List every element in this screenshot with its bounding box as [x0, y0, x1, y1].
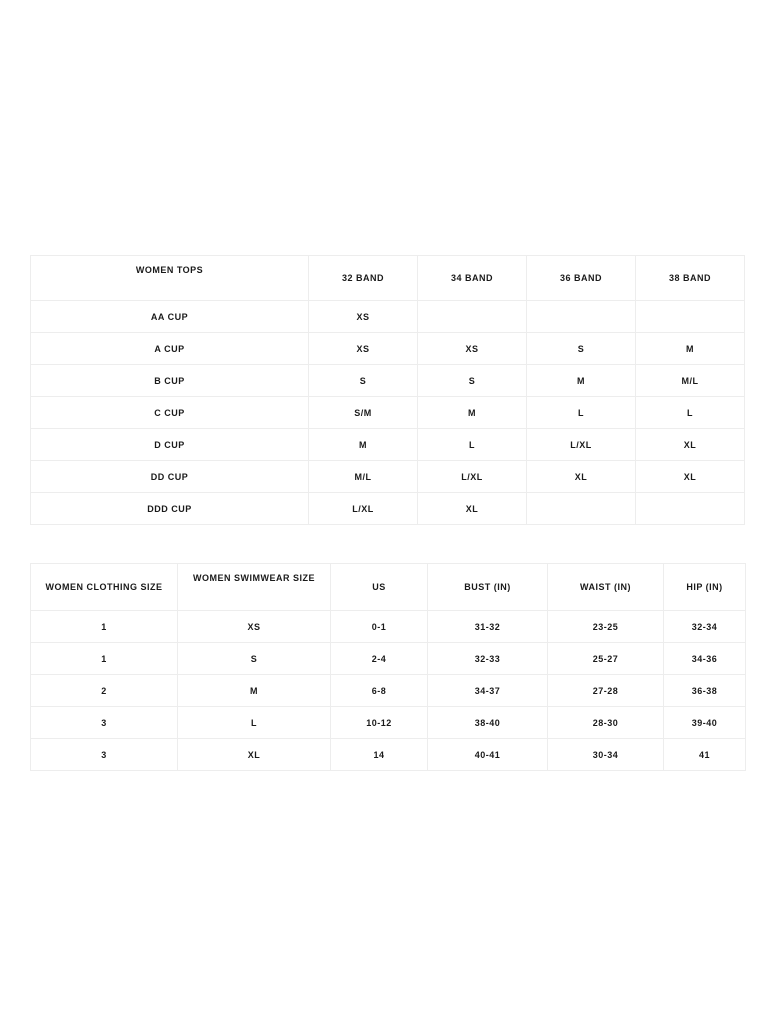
- table-cell: 0-1: [330, 610, 428, 643]
- table-cell: 1: [30, 610, 178, 643]
- table-cell: L: [177, 706, 331, 739]
- table-cell: M: [635, 332, 745, 365]
- column-header: HIP (IN): [663, 563, 746, 611]
- table-cell: S: [308, 364, 418, 397]
- table-cell: M: [308, 428, 418, 461]
- table-row: 3 L 10-12 38-40 28-30 39-40: [30, 706, 746, 739]
- header-row: WOMEN CLOTHING SIZE WOMEN SWIMWEAR SIZE US…: [30, 563, 746, 611]
- table-cell: M: [417, 396, 527, 429]
- women-swimwear-table-header: WOMEN CLOTHING SIZE WOMEN SWIMWEAR SIZE US…: [30, 563, 746, 611]
- women-tops-table-header: WOMEN TOPS 32 BAND 34 BAND 36 BAND 38 BAND: [30, 255, 745, 301]
- table-cell: [635, 300, 745, 333]
- table-row: A CUP XS XS S M: [30, 332, 745, 365]
- table-cell: L: [526, 396, 636, 429]
- header-row: WOMEN TOPS 32 BAND 34 BAND 36 BAND 38 BAND: [30, 255, 745, 301]
- table-cell: [526, 492, 636, 525]
- table-cell: M/L: [635, 364, 745, 397]
- column-header: BUST (IN): [427, 563, 548, 611]
- table-cell: XS: [308, 332, 418, 365]
- table-cell: DDD CUP: [30, 492, 309, 525]
- table-row: 1 XS 0-1 31-32 23-25 32-34: [30, 610, 746, 643]
- table-cell: 27-28: [547, 674, 664, 707]
- women-swimwear-table-body: 1 XS 0-1 31-32 23-25 32-34 1 S 2-4 32-33 25-27 34-3…: [30, 610, 746, 771]
- table-row: C CUP S/M M L L: [30, 396, 745, 429]
- table-cell: 10-12: [330, 706, 428, 739]
- table-cell: L: [635, 396, 745, 429]
- table-cell: XL: [526, 460, 636, 493]
- table-cell: A CUP: [30, 332, 309, 365]
- table-cell: S/M: [308, 396, 418, 429]
- table-cell: XL: [417, 492, 527, 525]
- women-swimwear-size-table: WOMEN CLOTHING SIZE WOMEN SWIMWEAR SIZE US…: [30, 563, 746, 771]
- table-cell: [526, 300, 636, 333]
- table-cell: 30-34: [547, 738, 664, 771]
- table-cell: DD CUP: [30, 460, 309, 493]
- table-cell: AA CUP: [30, 300, 309, 333]
- table-row: B CUP S S M M/L: [30, 364, 745, 397]
- column-header: WOMEN TOPS: [30, 255, 309, 301]
- table-cell: 41: [663, 738, 746, 771]
- table-cell: 23-25: [547, 610, 664, 643]
- table-cell: XL: [635, 428, 745, 461]
- table-cell: 38-40: [427, 706, 548, 739]
- table-cell: C CUP: [30, 396, 309, 429]
- column-header: 32 BAND: [308, 255, 418, 301]
- table-cell: 39-40: [663, 706, 746, 739]
- table-cell: 40-41: [427, 738, 548, 771]
- women-tops-table-body: AA CUP XS A CUP XS XS S M B CUP S S M M/L C CUP S/M M L…: [30, 300, 745, 525]
- table-cell: 28-30: [547, 706, 664, 739]
- table-cell: S: [177, 642, 331, 675]
- table-cell: L/XL: [417, 460, 527, 493]
- table-row: DD CUP M/L L/XL XL XL: [30, 460, 745, 493]
- table-cell: M: [526, 364, 636, 397]
- table-cell: S: [526, 332, 636, 365]
- table-cell: M/L: [308, 460, 418, 493]
- table-cell: 31-32: [427, 610, 548, 643]
- column-header: 34 BAND: [417, 255, 527, 301]
- table-cell: 34-37: [427, 674, 548, 707]
- table-cell: S: [417, 364, 527, 397]
- table-cell: XS: [308, 300, 418, 333]
- table-cell: L/XL: [308, 492, 418, 525]
- column-header: WOMEN CLOTHING SIZE: [30, 563, 178, 611]
- table-cell: 36-38: [663, 674, 746, 707]
- table-cell: 2: [30, 674, 178, 707]
- table-cell: XS: [417, 332, 527, 365]
- table-cell: 2-4: [330, 642, 428, 675]
- table-row: 3 XL 14 40-41 30-34 41: [30, 738, 746, 771]
- column-header: 36 BAND: [526, 255, 636, 301]
- table-cell: 1: [30, 642, 178, 675]
- column-header: US: [330, 563, 428, 611]
- column-header: WOMEN SWIMWEAR SIZE: [177, 563, 331, 611]
- table-cell: XL: [635, 460, 745, 493]
- table-row: AA CUP XS: [30, 300, 745, 333]
- table-cell: D CUP: [30, 428, 309, 461]
- column-header: 38 BAND: [635, 255, 745, 301]
- table-row: D CUP M L L/XL XL: [30, 428, 745, 461]
- women-tops-size-table: WOMEN TOPS 32 BAND 34 BAND 36 BAND 38 BAND A…: [30, 255, 745, 525]
- table-cell: [417, 300, 527, 333]
- table-row: 2 M 6-8 34-37 27-28 36-38: [30, 674, 746, 707]
- table-cell: XS: [177, 610, 331, 643]
- table-cell: B CUP: [30, 364, 309, 397]
- table-cell: 34-36: [663, 642, 746, 675]
- table-cell: M: [177, 674, 331, 707]
- table-cell: 32-33: [427, 642, 548, 675]
- table-cell: 14: [330, 738, 428, 771]
- table-cell: [635, 492, 745, 525]
- table-cell: 3: [30, 738, 178, 771]
- table-cell: 3: [30, 706, 178, 739]
- table-cell: L: [417, 428, 527, 461]
- table-cell: L/XL: [526, 428, 636, 461]
- column-header: WAIST (IN): [547, 563, 664, 611]
- table-cell: 25-27: [547, 642, 664, 675]
- table-cell: 6-8: [330, 674, 428, 707]
- table-cell: 32-34: [663, 610, 746, 643]
- table-cell: XL: [177, 738, 331, 771]
- table-row: 1 S 2-4 32-33 25-27 34-36: [30, 642, 746, 675]
- table-row: DDD CUP L/XL XL: [30, 492, 745, 525]
